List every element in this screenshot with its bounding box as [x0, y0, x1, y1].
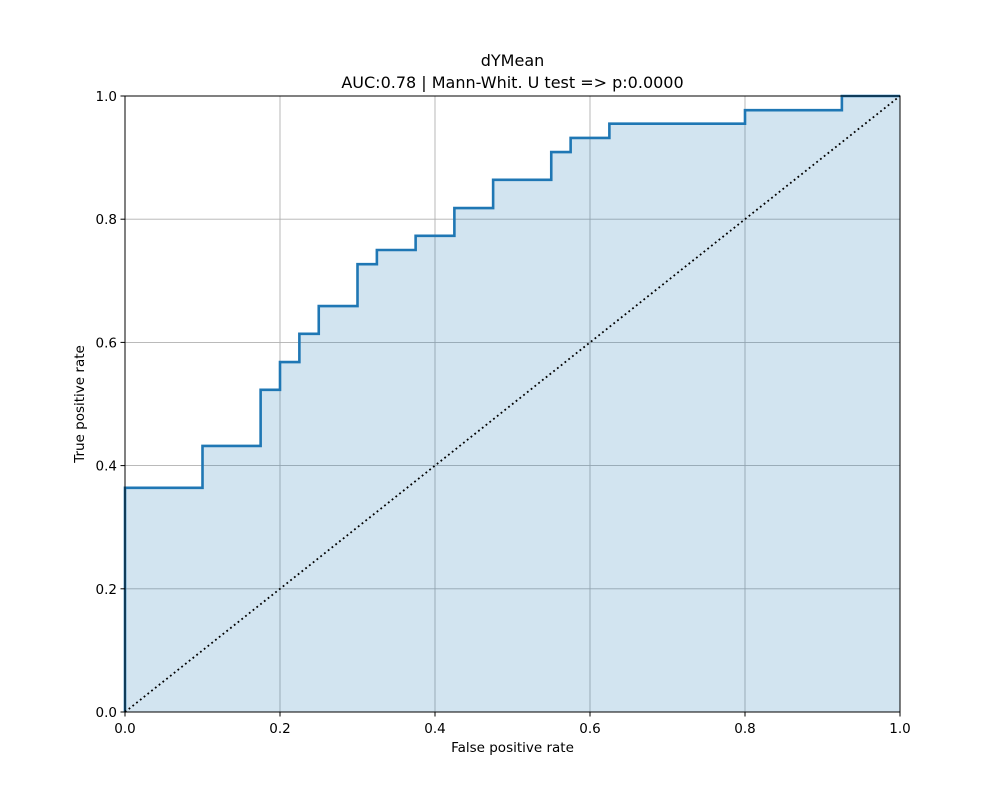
y-tick-label: 0.0	[96, 705, 117, 721]
x-tick-label: 0.8	[734, 721, 755, 737]
y-axis-label: True positive rate	[72, 345, 88, 464]
y-tick-label: 0.2	[96, 582, 117, 598]
series-layer	[123, 94, 901, 713]
y-tick-label: 1.0	[96, 89, 117, 105]
plot-frame	[124, 95, 901, 713]
chart-title: dYMean	[481, 51, 545, 70]
x-tick-label: 0.6	[579, 721, 600, 737]
x-tick-label: 0.2	[269, 721, 290, 737]
x-tick-label: 1.0	[889, 721, 910, 737]
y-tick-label: 0.4	[96, 459, 117, 475]
x-axis-label: False positive rate	[451, 740, 574, 756]
tick-layer: 0.0 0.2 0.4 0.6 0.8 1.0 0.0 0.2 0.4 0.6 0.8 1.0	[96, 89, 911, 737]
chart-subtitle: AUC:0.78 | Mann-Whit. U test => p:0.0000	[341, 73, 683, 92]
chance-diagonal-line	[124, 95, 901, 713]
y-tick-label: 0.8	[96, 212, 117, 228]
roc-curve-line	[123, 94, 900, 712]
y-tick-label: 0.6	[96, 335, 117, 351]
x-tick-label: 0.4	[424, 721, 445, 737]
x-tick-label: 0.0	[114, 721, 135, 737]
